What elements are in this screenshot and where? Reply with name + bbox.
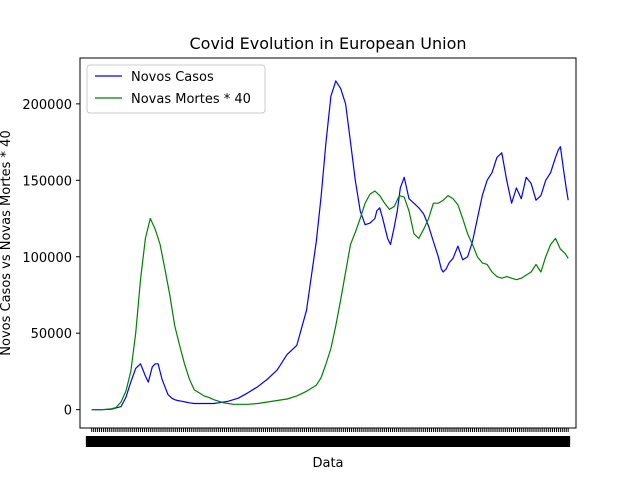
y-axis: 0 50000 100000 150000 200000: [22, 98, 80, 419]
legend-label-novos-casos: Novos Casos: [131, 70, 214, 85]
x-axis: [85, 428, 571, 447]
y-tick-label: 100000: [22, 251, 72, 266]
y-tick-label: 200000: [22, 98, 72, 113]
legend-box: [86, 64, 266, 114]
y-tick-label: 50000: [31, 327, 72, 342]
y-tick-label: 0: [64, 404, 72, 419]
series-line-1: [91, 190, 569, 411]
x-axis-label: Data: [312, 456, 343, 471]
y-tick-label: 150000: [22, 174, 72, 189]
y-axis-label: Novos Casos vs Novas Mortes * 40: [0, 130, 14, 355]
x-tick-labels-overlap: [85, 436, 571, 447]
series-layer: [91, 80, 569, 411]
legend-label-novas-mortes: Novas Mortes * 40: [131, 92, 251, 107]
legend: Novos Casos Novas Mortes * 40: [86, 64, 266, 114]
series-line-0: [91, 80, 569, 411]
chart-title: Covid Evolution in European Union: [190, 34, 467, 53]
